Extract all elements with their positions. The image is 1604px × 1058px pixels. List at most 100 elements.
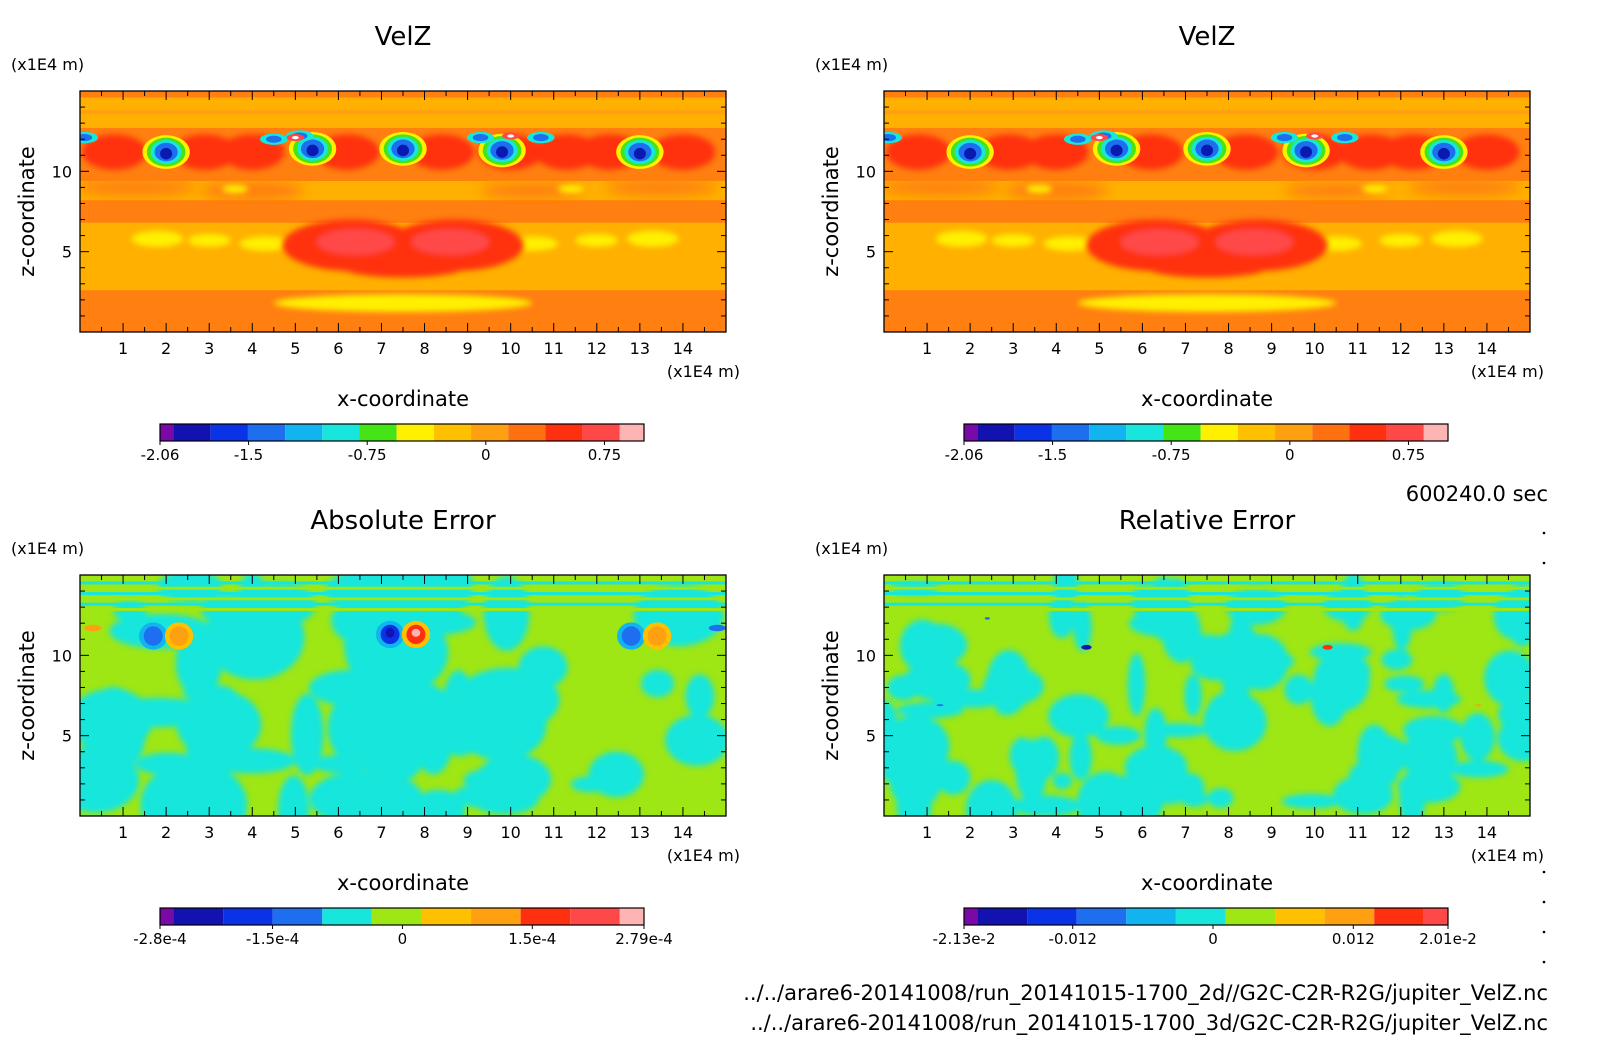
x-tick-label: 8 — [1223, 339, 1233, 358]
heatmap-field — [884, 575, 1530, 816]
footer-path-2: ../../arare6-20141008/run_20141015-1700_… — [750, 1011, 1548, 1036]
x-tick-label: 11 — [1348, 823, 1368, 842]
colorbar: -2.8e-4 -1.5e-4 0 1.5e-4 2.79e-4 — [133, 907, 673, 948]
y-axis-label: z-coordinate — [819, 146, 843, 277]
colorbar-swatch — [1200, 424, 1238, 441]
x-tick-label: 1 — [922, 823, 932, 842]
y-axis-label: z-coordinate — [15, 146, 39, 277]
y-axis-label: z-coordinate — [819, 630, 843, 761]
colorbar-tick-label: -0.012 — [1049, 930, 1097, 948]
colorbar-swatch — [433, 424, 472, 441]
colorbar-swatch — [1175, 908, 1226, 925]
heatmap-field — [884, 91, 1530, 332]
x-tick-label: 13 — [1434, 339, 1454, 358]
colorbar-tick-label: 2.01e-2 — [1419, 930, 1477, 948]
x-tick-label: 2 — [965, 339, 975, 358]
y-tick-label: 5 — [62, 727, 72, 746]
x-tick-label: 8 — [1223, 823, 1233, 842]
x-tick-label: 2 — [161, 823, 171, 842]
x-tick-label: 14 — [1477, 823, 1497, 842]
x-tick-label: 4 — [1051, 823, 1061, 842]
x-tick-label: 4 — [247, 823, 257, 842]
x-tick-label: 2 — [161, 339, 171, 358]
x-tick-label: 14 — [673, 339, 693, 358]
x-tick-label: 3 — [204, 823, 214, 842]
colorbar-swatch — [977, 424, 1015, 441]
colorbar: -2.06 -1.5 -0.75 0 0.75 — [141, 423, 645, 464]
y-unit-label: (x1E4 m) — [11, 55, 84, 74]
x-unit-label: (x1E4 m) — [667, 362, 740, 381]
y-tick-label: 10 — [856, 646, 876, 665]
colorbar-swatch — [1386, 424, 1424, 441]
x-tick-label: 5 — [290, 823, 300, 842]
x-tick-label: 2 — [965, 823, 975, 842]
x-tick-label: 12 — [587, 823, 607, 842]
colorbar-tick-label: 0.75 — [1392, 446, 1425, 464]
colorbar-swatch — [359, 424, 397, 441]
panel-title: VelZ — [375, 22, 432, 52]
x-tick-label: 3 — [1008, 823, 1018, 842]
colorbar-swatch — [223, 908, 273, 925]
x-tick-label: 14 — [1477, 339, 1497, 358]
colorbar-tick-label: 0.012 — [1332, 930, 1375, 948]
colorbar-swatch — [1275, 908, 1325, 925]
y-unit-label: (x1E4 m) — [815, 539, 888, 558]
colorbar-swatch — [322, 424, 360, 441]
colorbar-swatch — [247, 424, 286, 441]
x-tick-label: 11 — [544, 823, 564, 842]
colorbar-swatch — [160, 424, 174, 441]
x-tick-label: 1 — [118, 339, 128, 358]
heatmap-field — [80, 91, 726, 332]
x-tick-label: 10 — [1304, 339, 1324, 358]
y-unit-label: (x1E4 m) — [815, 55, 888, 74]
colorbar-tick-label: -1.5 — [234, 446, 263, 464]
colorbar-swatch — [1126, 424, 1164, 441]
y-tick-label: 5 — [62, 243, 72, 262]
colorbar-tick-label: 0.75 — [588, 446, 621, 464]
x-tick-label: 6 — [1137, 823, 1147, 842]
x-tick-label: 9 — [463, 823, 473, 842]
x-tick-label: 5 — [1094, 823, 1104, 842]
colorbar-swatch — [173, 424, 211, 441]
colorbar-swatch — [619, 908, 644, 925]
x-tick-label: 12 — [1391, 823, 1411, 842]
x-tick-label: 10 — [500, 339, 520, 358]
colorbar-swatch — [272, 908, 323, 925]
footer-dots — [1542, 531, 1546, 964]
x-tick-label: 9 — [1267, 823, 1277, 842]
colorbar-swatch — [1423, 908, 1448, 925]
colorbar-swatch — [964, 908, 978, 925]
x-tick-label: 8 — [419, 823, 429, 842]
x-tick-label: 6 — [1137, 339, 1147, 358]
time-label: 600240.0 sec — [1406, 482, 1548, 506]
colorbar-tick-label: -0.75 — [1152, 446, 1191, 464]
x-tick-label: 7 — [376, 339, 386, 358]
x-tick-label: 13 — [1434, 823, 1454, 842]
colorbar-swatch — [210, 424, 248, 441]
colorbar-swatch — [322, 908, 372, 925]
x-tick-label: 12 — [587, 339, 607, 358]
colorbar: -2.13e-2 -0.012 0 0.012 2.01e-2 — [933, 907, 1477, 948]
colorbar-tick-label: 0 — [1285, 446, 1295, 464]
x-axis-label: x-coordinate — [337, 871, 469, 895]
x-tick-label: 6 — [333, 823, 343, 842]
colorbar-swatch — [977, 908, 1028, 925]
x-unit-label: (x1E4 m) — [1471, 362, 1544, 381]
x-tick-label: 6 — [333, 339, 343, 358]
colorbar: -2.06 -1.5 -0.75 0 0.75 — [945, 423, 1449, 464]
x-tick-label: 9 — [1267, 339, 1277, 358]
x-tick-label: 7 — [376, 823, 386, 842]
colorbar-tick-label: -2.06 — [945, 446, 984, 464]
colorbar-swatch — [619, 424, 644, 441]
x-tick-label: 11 — [1348, 339, 1368, 358]
colorbar-swatch — [471, 908, 521, 925]
x-tick-label: 3 — [204, 339, 214, 358]
colorbar-swatch — [1225, 908, 1276, 925]
y-tick-label: 10 — [52, 646, 72, 665]
colorbar-swatch — [1014, 424, 1052, 441]
colorbar-swatch — [545, 424, 583, 441]
colorbar-tick-label: -2.13e-2 — [933, 930, 996, 948]
x-tick-label: 1 — [922, 339, 932, 358]
y-tick-label: 10 — [52, 162, 72, 181]
colorbar-tick-label: 0 — [1208, 930, 1218, 948]
